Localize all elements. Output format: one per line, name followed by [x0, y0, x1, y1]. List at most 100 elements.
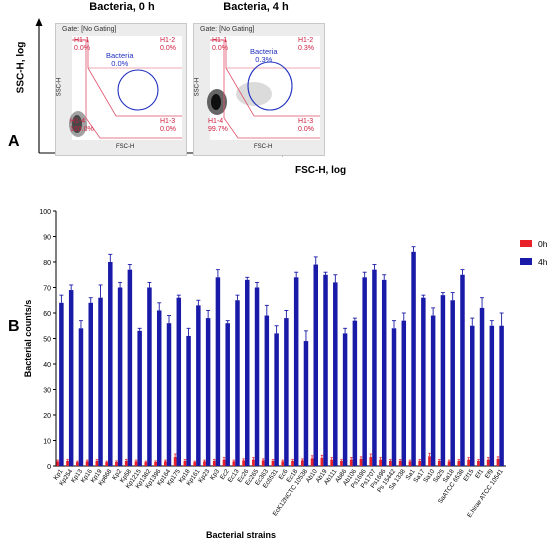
bar-4h: [88, 302, 93, 466]
bar-4h: [284, 318, 289, 466]
y-tick-label: 90: [43, 235, 51, 242]
bar-0h: [457, 460, 461, 466]
facs-gates-0h: [69, 36, 182, 140]
facs-xlabel: FSC-H: [116, 144, 135, 150]
quad-h1-3: H1-3 0.0%: [160, 118, 176, 133]
quad-h1-2: H1-2 0.0%: [160, 37, 176, 52]
bar-4h: [137, 330, 142, 466]
bar-chart: 0 10 20 30 40 50 60 70 80 90 100 Bacterial counts/s…: [23, 209, 548, 540]
bar-4h: [176, 297, 182, 466]
bar-4h: [362, 277, 367, 466]
bar-0h: [398, 460, 402, 466]
bar-0h: [428, 456, 431, 466]
bar-0h: [379, 459, 382, 466]
bar-0h: [212, 460, 216, 466]
x-tick-label: Ef1: [474, 468, 485, 480]
bar-4h: [59, 302, 64, 466]
quad-h1-1: H1-1 0.0%: [212, 37, 228, 52]
panel-a-letter: A: [8, 133, 20, 150]
bar-4h: [78, 328, 84, 466]
panel-b-letter: B: [8, 318, 20, 335]
panel-a-xlabel: FSC-H, log: [295, 165, 347, 176]
bar-0h: [291, 460, 294, 466]
gate-label: Gate: [No Gating]: [62, 26, 117, 33]
bar-0h: [369, 457, 373, 466]
bar-4h: [440, 295, 446, 466]
quad-h1-3: H1-3 0.0%: [298, 118, 314, 133]
facs-plot-4h: Gate: [No Gating] H1-1 0.0% H1-2 0.3% H1…: [193, 23, 325, 156]
bar-4h: [215, 277, 221, 466]
y-tick-label: 40: [43, 362, 51, 369]
bar-0h: [85, 461, 89, 466]
bar-4h: [293, 277, 299, 466]
facs-ylabel: SSC-H: [194, 77, 201, 97]
bar-4h: [127, 269, 133, 466]
bar-0h: [154, 461, 157, 466]
legend-label-0h: 0h: [538, 239, 548, 249]
bar-4h: [98, 297, 103, 466]
bar-0h: [75, 462, 79, 466]
bar-4h: [479, 307, 485, 466]
quad-h1-2: H1-2 0.3%: [298, 37, 314, 52]
bar-0h: [261, 460, 265, 466]
bar-0h: [437, 460, 441, 466]
quad-h1-4: H1-4 99.7%: [208, 118, 228, 133]
panel-a-ylabel: SSC-H, log: [15, 41, 27, 94]
bacteria-label: Bacteria 0.0%: [106, 51, 134, 68]
bar-4h: [274, 333, 279, 466]
bar-0h: [144, 462, 148, 466]
legend-swatch-4h: [520, 258, 532, 265]
bar-4h: [460, 274, 465, 466]
bar-0h: [203, 461, 206, 466]
bar-4h: [499, 325, 504, 466]
bar-0h: [95, 460, 99, 466]
bar-4h: [323, 274, 328, 466]
y-tick-label: 0: [47, 464, 51, 471]
bar-0h: [349, 459, 353, 466]
bar-0h: [56, 461, 60, 466]
y-tick-label: 50: [43, 337, 51, 344]
bar-0h: [477, 460, 480, 466]
bar-0h: [124, 460, 128, 466]
bar-4h: [421, 297, 426, 466]
bar-4h: [450, 300, 455, 466]
y-tick-label: 70: [43, 286, 51, 293]
bar-4h: [108, 262, 113, 466]
bar-4h: [166, 323, 172, 466]
bar-0h: [134, 461, 138, 466]
bar-0h: [486, 459, 490, 466]
bar-4h: [391, 328, 397, 466]
bar-4h: [430, 315, 436, 466]
bar-4h: [470, 325, 475, 466]
bar-4h: [401, 320, 407, 466]
bar-0h: [320, 457, 324, 466]
bar-0h: [389, 460, 392, 466]
bar-0h: [66, 460, 69, 466]
bar-0h: [164, 461, 167, 466]
bar-0h: [447, 461, 451, 466]
y-tick-label: 60: [43, 311, 51, 318]
bar-4h: [196, 305, 201, 466]
quad-h1-4: H1-4 100.0%: [70, 118, 94, 133]
bar-4h: [186, 335, 191, 466]
bar-0h: [242, 460, 246, 466]
facs-title-0h: Bacteria, 0 h: [89, 1, 155, 13]
bacteria-gate: [247, 61, 293, 111]
bar-4h: [117, 287, 123, 466]
gate-label: Gate: [No Gating]: [200, 26, 255, 33]
bar-0h: [252, 459, 255, 466]
bar-0h: [300, 460, 304, 466]
bar-4h: [205, 318, 211, 466]
legend-swatch-0h: [520, 240, 532, 247]
facs-xlabel: FSC-H: [254, 144, 273, 150]
facs-ylabel: SSC-H: [56, 77, 63, 97]
bar-0h: [183, 460, 187, 466]
bar-4h: [411, 251, 416, 466]
bar-4h: [264, 315, 270, 466]
bar-0h: [310, 458, 314, 466]
bar-4h: [342, 333, 348, 466]
bar-4h: [235, 300, 240, 466]
bar-0h: [115, 461, 118, 466]
legend-label-4h: 4h: [538, 257, 548, 267]
bar-0h: [105, 462, 109, 466]
